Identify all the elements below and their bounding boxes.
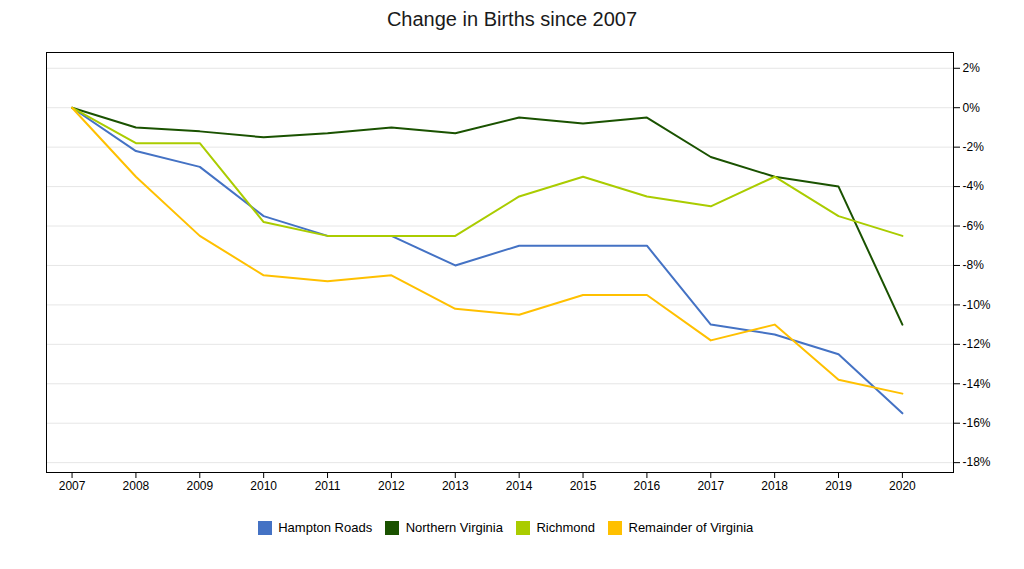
svg-text:2009: 2009	[186, 479, 213, 493]
svg-text:0%: 0%	[963, 101, 981, 115]
svg-text:2010: 2010	[250, 479, 277, 493]
svg-text:-8%: -8%	[963, 258, 985, 272]
svg-text:2016: 2016	[634, 479, 661, 493]
html-text:Northern Virginia: Northern Virginia	[405, 520, 503, 535]
svg-text:2013: 2013	[442, 479, 469, 493]
svg-text:2019: 2019	[825, 479, 852, 493]
svg-text:2%: 2%	[963, 61, 981, 75]
svg-text:2011: 2011	[315, 479, 341, 493]
svg-text:2007: 2007	[59, 479, 86, 493]
html-text:Richmond: Richmond	[536, 520, 595, 535]
html-text:Change in Births since 2007: Change in Births since 2007	[386, 8, 638, 30]
html-text:Remainder of Virginia: Remainder of Virginia	[628, 520, 754, 535]
svg-text:-16%: -16%	[963, 416, 991, 430]
svg-text:-14%: -14%	[963, 377, 991, 391]
svg-text:2015: 2015	[570, 479, 597, 493]
svg-text:-10%: -10%	[963, 298, 991, 312]
svg-text:-12%: -12%	[963, 337, 991, 351]
svg-text:2020: 2020	[889, 479, 916, 493]
svg-text:-6%: -6%	[963, 219, 985, 233]
svg-text:2017: 2017	[697, 479, 724, 493]
svg-text:-4%: -4%	[963, 179, 985, 193]
svg-text:-2%: -2%	[963, 140, 985, 154]
svg-text:2012: 2012	[378, 479, 405, 493]
html-text:Hampton Roads: Hampton Roads	[278, 520, 373, 535]
svg-text:-18%: -18%	[963, 455, 991, 469]
svg-text:2014: 2014	[506, 479, 533, 493]
svg-text:2018: 2018	[761, 479, 788, 493]
svg-text:2008: 2008	[123, 479, 150, 493]
